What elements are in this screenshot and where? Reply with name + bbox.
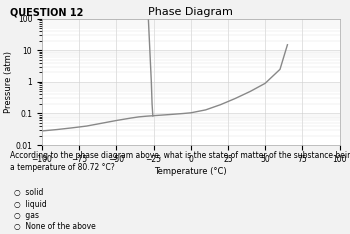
X-axis label: Temperature (°C): Temperature (°C): [154, 167, 227, 176]
Text: ○  gas: ○ gas: [14, 211, 39, 220]
Text: QUESTION 12: QUESTION 12: [10, 7, 84, 17]
Text: According to the phase diagram above, what is the state of matter of the substan: According to the phase diagram above, wh…: [10, 151, 350, 172]
Text: ○  None of the above: ○ None of the above: [14, 222, 96, 231]
Y-axis label: Pressure (atm): Pressure (atm): [4, 51, 13, 113]
Text: ○  solid: ○ solid: [14, 188, 43, 197]
Title: Phase Diagram: Phase Diagram: [148, 7, 233, 17]
Text: ○  liquid: ○ liquid: [14, 200, 47, 208]
